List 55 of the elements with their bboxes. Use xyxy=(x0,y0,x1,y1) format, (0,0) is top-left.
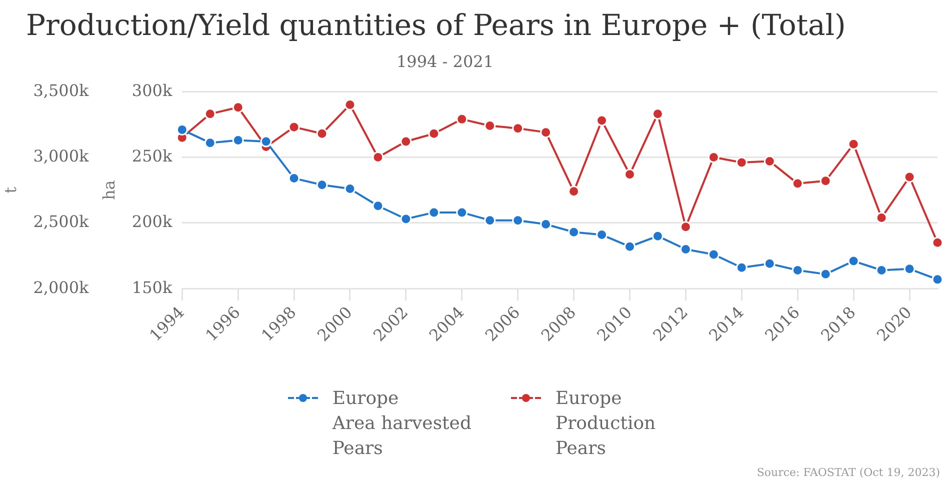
point xyxy=(540,126,552,138)
point xyxy=(232,102,244,114)
legend-label: Europe Production Pears xyxy=(555,387,656,461)
point xyxy=(708,152,720,164)
y2-tick-label: 150k xyxy=(132,278,172,297)
y2-tick-label: 200k xyxy=(132,212,172,232)
point xyxy=(764,155,776,167)
point xyxy=(904,171,916,183)
point xyxy=(708,248,720,260)
point xyxy=(428,128,440,140)
point xyxy=(680,221,692,233)
point xyxy=(652,230,664,242)
chart-title: Production/Yield quantities of Pears in Europe + (Total) xyxy=(26,8,846,42)
point xyxy=(568,186,580,198)
source-note: Source: FAOSTAT (Oct 19, 2023) xyxy=(756,466,940,479)
point xyxy=(568,226,580,238)
point xyxy=(792,178,804,190)
point xyxy=(260,136,272,148)
point xyxy=(456,206,468,218)
y-tick-label: 2,500k xyxy=(33,212,90,232)
point xyxy=(428,206,440,218)
point xyxy=(484,120,496,132)
point xyxy=(764,258,776,270)
point xyxy=(484,214,496,226)
point xyxy=(820,175,832,187)
point xyxy=(204,108,216,120)
y2-tick-label: 300k xyxy=(132,80,172,100)
y-tick-label: 3,500k xyxy=(33,80,90,100)
chart-subtitle: 1994 - 2021 xyxy=(395,52,494,71)
point xyxy=(848,255,860,267)
point xyxy=(316,128,328,140)
y-tick-label: 2,000k xyxy=(33,278,90,297)
point xyxy=(876,212,888,224)
point xyxy=(288,121,300,133)
point xyxy=(316,179,328,191)
point xyxy=(204,137,216,149)
point xyxy=(736,156,748,168)
point xyxy=(372,200,384,212)
point xyxy=(624,240,636,252)
point xyxy=(400,213,412,225)
y-tick-label: 3,000k xyxy=(33,146,90,166)
point xyxy=(904,263,916,275)
legend-label: Europe Area harvested Pears xyxy=(332,387,472,461)
y2-tick-label: 250k xyxy=(132,146,172,166)
point xyxy=(400,136,412,148)
y2-axis-title: ha xyxy=(99,180,118,200)
point xyxy=(932,236,944,248)
point xyxy=(512,122,524,134)
point xyxy=(932,274,944,286)
point xyxy=(512,214,524,226)
y-axis-title: t xyxy=(0,186,20,194)
point xyxy=(820,268,832,280)
point xyxy=(456,113,468,125)
point xyxy=(848,138,860,150)
point xyxy=(736,262,748,274)
